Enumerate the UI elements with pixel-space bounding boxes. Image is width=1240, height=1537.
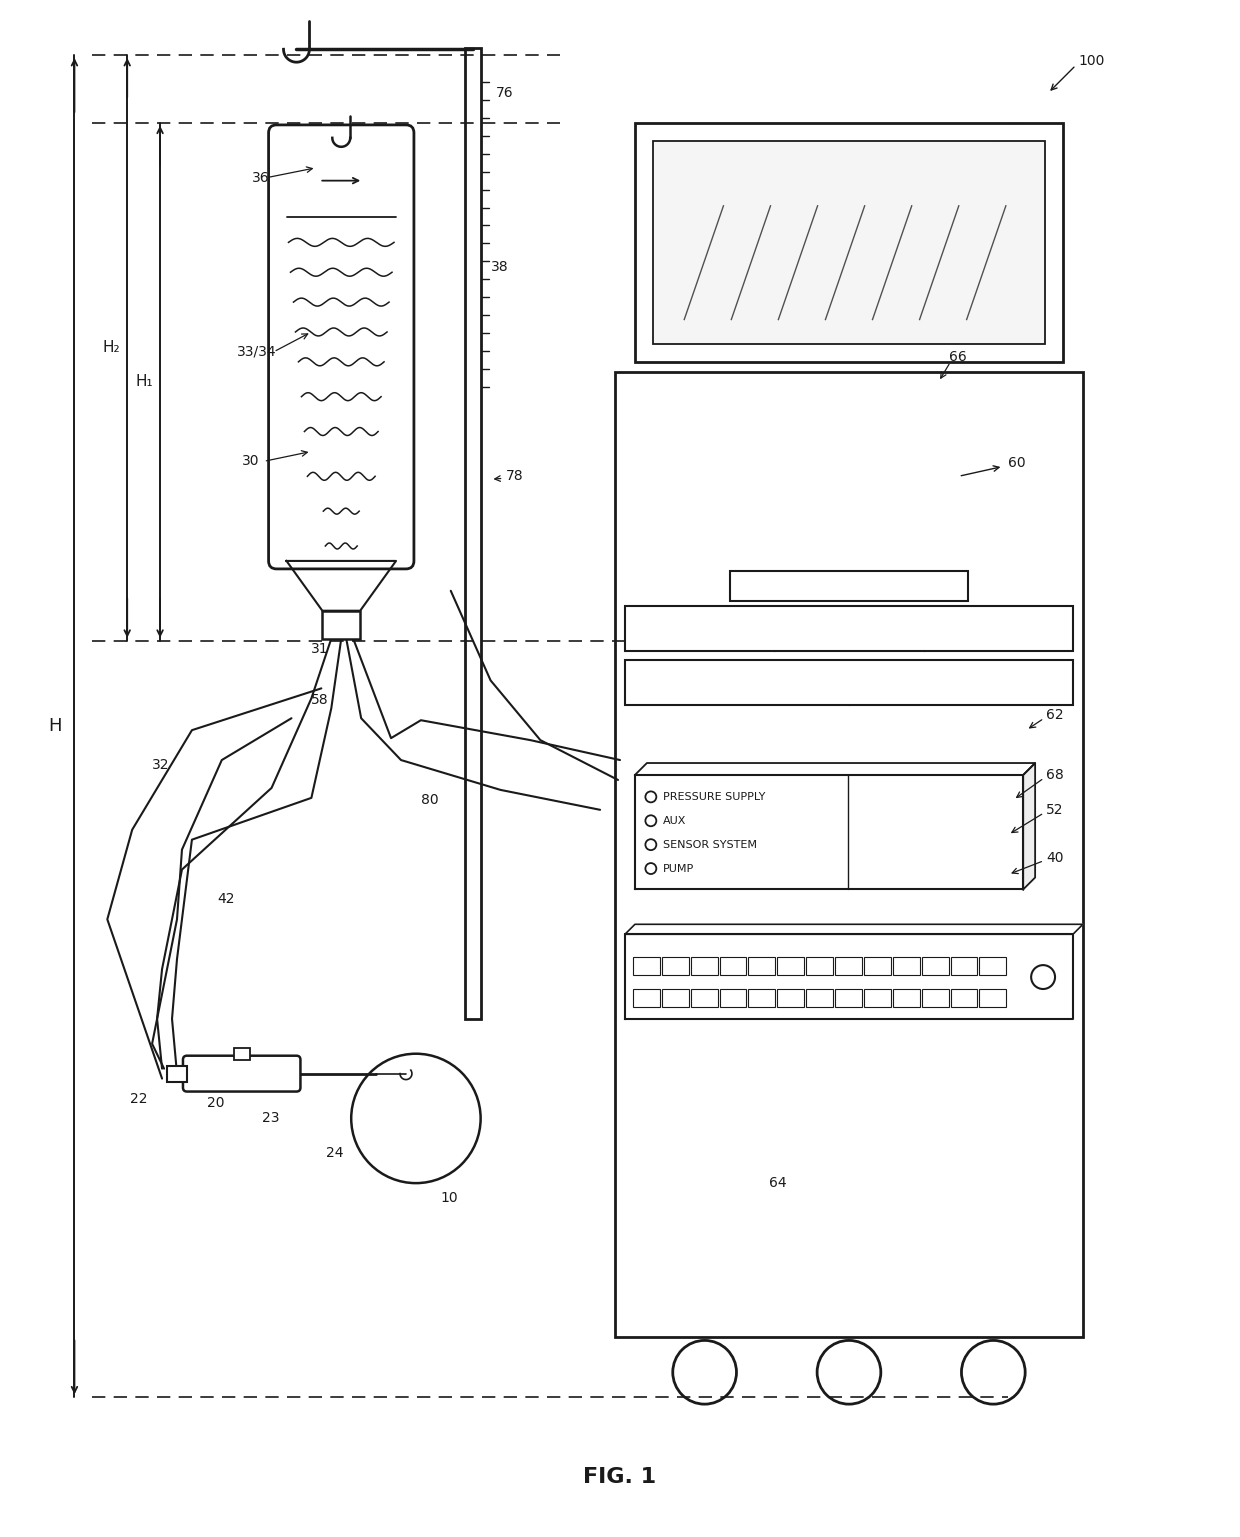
Text: 30: 30 xyxy=(242,455,259,469)
Bar xyxy=(980,988,1007,1007)
Text: 40: 40 xyxy=(1047,850,1064,865)
Bar xyxy=(777,958,805,974)
Bar xyxy=(921,958,949,974)
Bar xyxy=(625,661,1073,705)
Bar xyxy=(806,988,833,1007)
Polygon shape xyxy=(635,775,1023,890)
Text: 10: 10 xyxy=(440,1191,459,1205)
Polygon shape xyxy=(1023,762,1035,890)
Text: 58: 58 xyxy=(311,693,329,707)
Polygon shape xyxy=(635,762,1035,775)
Bar xyxy=(835,958,862,974)
Bar xyxy=(465,48,481,1019)
Text: 32: 32 xyxy=(153,758,170,772)
Bar xyxy=(632,958,660,974)
Text: 60: 60 xyxy=(1008,456,1025,470)
Bar xyxy=(167,1065,187,1082)
Text: H: H xyxy=(48,718,61,735)
Bar xyxy=(921,988,949,1007)
Text: 80: 80 xyxy=(420,793,439,807)
Polygon shape xyxy=(286,561,396,610)
Bar xyxy=(625,606,1073,650)
Text: 23: 23 xyxy=(262,1111,279,1125)
Bar xyxy=(652,141,1045,344)
Bar xyxy=(662,958,688,974)
Text: 78: 78 xyxy=(506,469,523,483)
Bar xyxy=(729,570,968,601)
Text: 52: 52 xyxy=(1047,802,1064,816)
Text: 20: 20 xyxy=(207,1096,224,1111)
Bar xyxy=(777,988,805,1007)
Text: 68: 68 xyxy=(1047,768,1064,782)
Bar xyxy=(951,988,977,1007)
Text: 42: 42 xyxy=(217,893,234,907)
Bar xyxy=(951,958,977,974)
Text: FIG. 1: FIG. 1 xyxy=(584,1466,656,1486)
Bar xyxy=(662,988,688,1007)
Text: 36: 36 xyxy=(252,171,269,184)
Text: AUX: AUX xyxy=(663,816,686,825)
Text: H₂: H₂ xyxy=(103,340,120,355)
Bar xyxy=(691,958,718,974)
Bar xyxy=(980,958,1007,974)
Text: 22: 22 xyxy=(130,1091,148,1105)
Bar xyxy=(615,372,1083,1337)
Bar xyxy=(893,988,920,1007)
Polygon shape xyxy=(625,924,1083,934)
FancyBboxPatch shape xyxy=(269,124,414,569)
Text: H₁: H₁ xyxy=(135,373,153,389)
Bar xyxy=(233,1048,249,1059)
Bar xyxy=(749,958,775,974)
Bar xyxy=(635,123,1063,361)
Polygon shape xyxy=(625,934,1073,1019)
Text: PUMP: PUMP xyxy=(663,864,694,873)
Bar xyxy=(749,988,775,1007)
Text: 31: 31 xyxy=(311,641,329,656)
Bar xyxy=(806,958,833,974)
Text: 24: 24 xyxy=(326,1147,343,1160)
Text: 62: 62 xyxy=(1047,709,1064,722)
Text: PRESSURE SUPPLY: PRESSURE SUPPLY xyxy=(663,792,765,802)
Bar xyxy=(691,988,718,1007)
Bar xyxy=(719,958,746,974)
Bar xyxy=(719,988,746,1007)
Bar xyxy=(322,610,360,638)
Bar xyxy=(835,988,862,1007)
Text: SENSOR SYSTEM: SENSOR SYSTEM xyxy=(663,839,756,850)
Text: 33/34: 33/34 xyxy=(237,344,277,358)
Bar xyxy=(893,958,920,974)
Bar xyxy=(864,988,890,1007)
Bar xyxy=(632,988,660,1007)
Text: 100: 100 xyxy=(1078,54,1105,68)
FancyBboxPatch shape xyxy=(184,1056,300,1091)
Bar xyxy=(864,958,890,974)
Text: 64: 64 xyxy=(769,1176,787,1190)
Text: 38: 38 xyxy=(491,260,508,274)
Text: 66: 66 xyxy=(949,350,966,364)
Text: 76: 76 xyxy=(496,86,513,100)
